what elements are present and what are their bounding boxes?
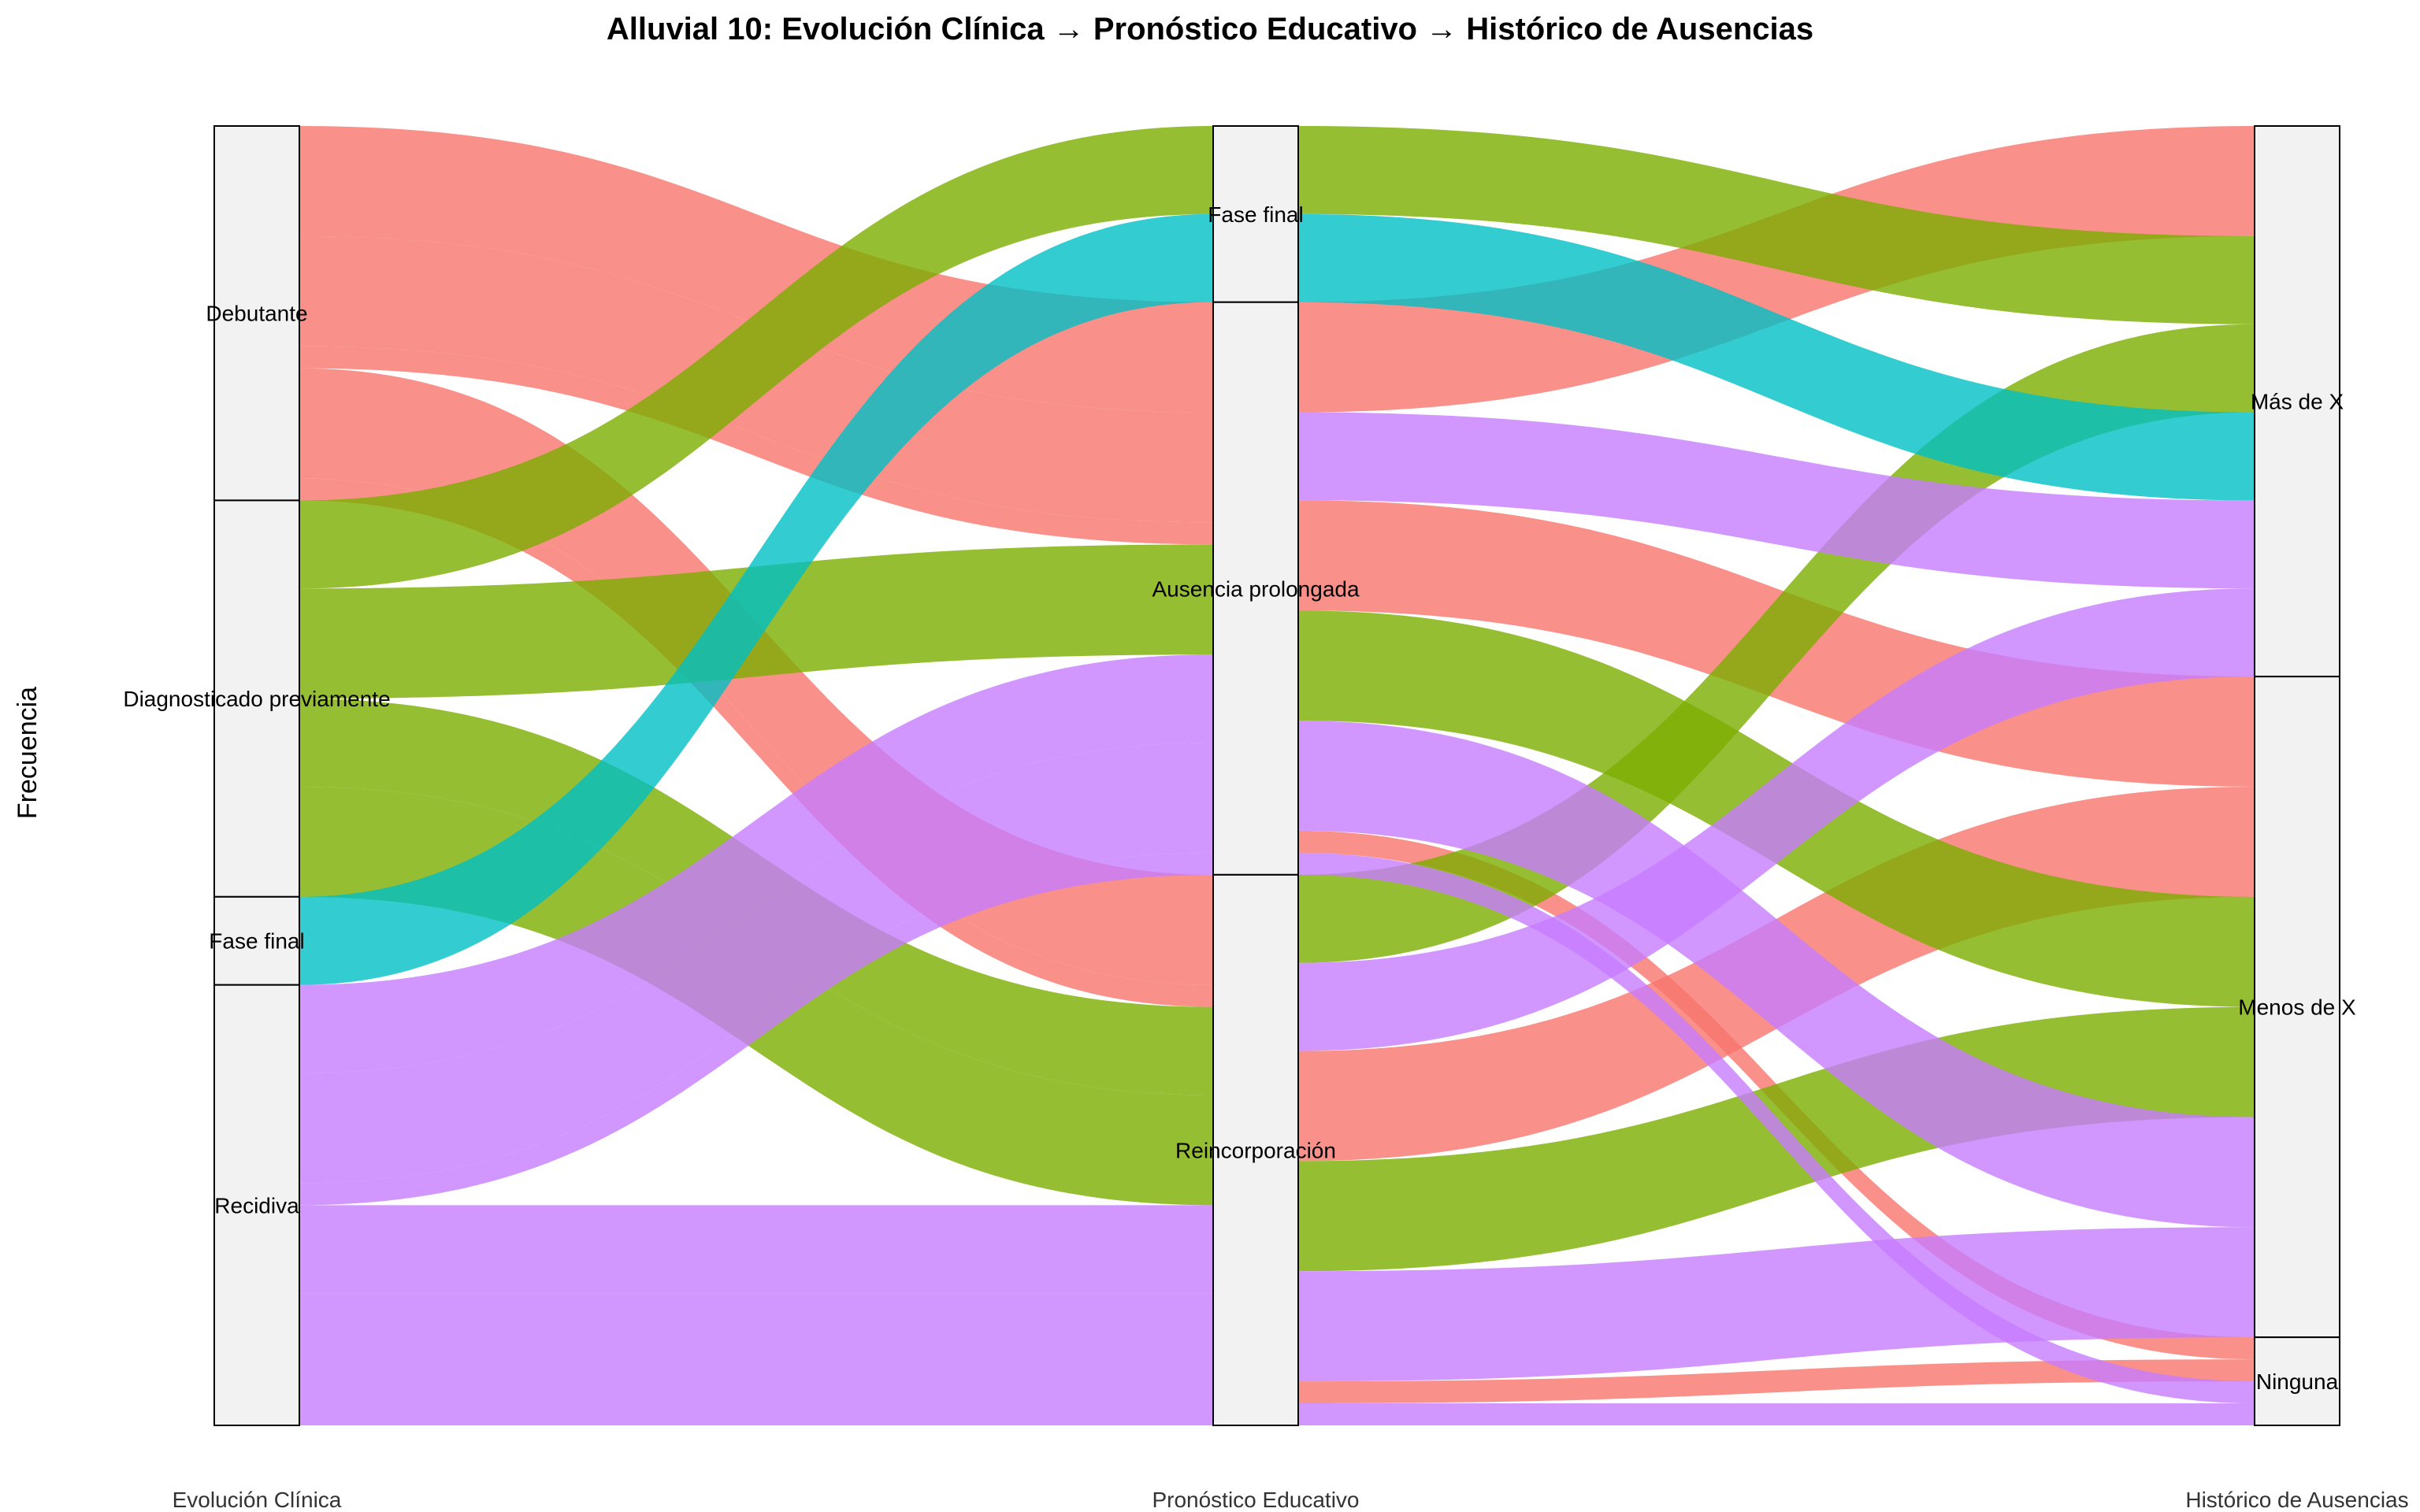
stratum-label-historico-ninguna: Ninguna [2256,1369,2339,1394]
x-axis-label-evolucion: Evolución Clínica [173,1488,342,1512]
stratum-box-evolucion-recidiva [213,984,300,1426]
stratum-box-evolucion-debutante [213,125,300,502]
flow-debutante-reincorporacion-ninguna-b [1298,1359,2255,1404]
x-axis-label-pronostico: Pronóstico Educativo [1152,1488,1359,1512]
flow-recidiva-reincorporacion-menos-de-x-b [1298,1227,2255,1382]
stratum-label-historico-menos-de-x: Menos de X [2238,995,2356,1020]
flow-recidiva-ausencia-prolongada-menos-de-x-a [299,743,1213,1184]
stratum-label-evolucion-diagnosticado-previamente: Diagnosticado previamente [123,687,390,711]
flow-recidiva-reincorporacion-ninguna-b [1298,1403,2255,1425]
stratum-label-pronostico-reincorporacion: Reincorporación [1175,1138,1336,1162]
flow-recidiva-ausencia-prolongada-ninguna-a [299,852,1213,1206]
stratum-box-pronostico-fase-final [1212,125,1299,303]
chart-title: Alluvial 10: Evolución Clínica → Pronóst… [607,12,1813,46]
stratum-label-pronostico-fase-final: Fase final [1208,202,1303,227]
stratum-label-evolucion-fase-final: Fase final [209,929,304,954]
stratum-label-historico-mas-de-x: Más de X [2251,390,2344,414]
stratum-box-evolucion-fase-final [213,895,300,986]
flow-recidiva-ausencia-prolongada-mas-de-x-b [1298,412,2255,589]
flow-diagnosticado-previamente-reincorporacion-mas-de-x-b [1298,324,2255,963]
flow-recidiva-ausencia-prolongada-menos-de-x-b [1298,721,2255,1228]
flow-recidiva-ausencia-prolongada-mas-de-x-a [299,654,1213,1073]
flow-debutante-ausencia-prolongada-ninguna-a [299,346,1213,545]
x-axis-label-historico: Histórico de Ausencias [2185,1488,2408,1512]
flow-fase-final-fase-final-mas-de-x-b [1298,213,2255,501]
flow-recidiva-reincorporacion-mas-de-x-b [1298,588,2255,1051]
y-axis-title: Frecuencia [13,687,43,819]
stratum-box-historico-ninguna [2254,1336,2340,1427]
flow-recidiva-ausencia-prolongada-ninguna-b [1298,852,2255,1404]
stratum-label-pronostico-ausencia-prolongada: Ausencia prolongada [1152,576,1360,601]
flow-recidiva-reincorporacion-ninguna-a [299,1403,1213,1425]
stratum-box-pronostico-ausencia-prolongada [1212,301,1299,876]
flow-diagnosticado-previamente-fase-final-mas-de-x-b [1298,126,2255,324]
flow-diagnosticado-previamente-fase-final-mas-de-x-a [299,126,1213,589]
stratum-label-evolucion-debutante: Debutante [206,302,307,326]
flows-layer [299,126,2255,1425]
stratum-label-evolucion-recidiva: Recidiva [214,1193,299,1217]
flow-debutante-reincorporacion-ninguna-a [299,478,1213,1007]
flow-recidiva-reincorporacion-menos-de-x-a [299,1293,1213,1404]
flow-recidiva-reincorporacion-mas-de-x-a [299,1205,1213,1294]
stratum-box-pronostico-reincorporacion [1212,873,1299,1426]
x-axis-labels: Evolución Clínica Pronóstico Educativo His… [173,1488,2409,1512]
stratum-box-historico-menos-de-x [2254,676,2340,1339]
strata-layer: Debutante Diagnosticado previamente Fase f… [123,125,2356,1427]
flow-fase-final-fase-final-mas-de-x-a [299,213,1213,985]
stratum-box-evolucion-diagnosticado-previamente [213,499,300,898]
stratum-box-historico-mas-de-x [2254,125,2340,678]
